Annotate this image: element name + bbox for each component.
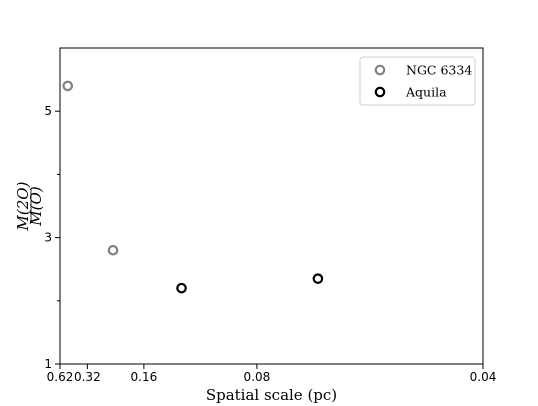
y-axis: 1 3 5 [44, 104, 60, 371]
legend-marker-ngc6334 [374, 64, 386, 76]
x-tick-label-0-16: 0.16 [131, 370, 158, 384]
y-axis-label: M(2O) M(O) [14, 181, 45, 231]
data-points [62, 80, 324, 294]
x-axis-label: Spatial scale (pc) [206, 386, 337, 404]
legend-marker-aquila [374, 86, 386, 98]
plot-frame [59, 47, 484, 365]
y-axis-label-numerator: M(2O) [14, 181, 32, 231]
x-axis: 0.62 0.32 0.16 0.08 0.04 [47, 364, 497, 384]
x-tick-label-0-32: 0.32 [74, 370, 101, 384]
y-tick-label-3: 3 [44, 231, 52, 245]
x-tick-label-0-08: 0.08 [244, 370, 271, 384]
point-ngc-6334-1 [62, 80, 74, 92]
point-ngc-6334-2 [107, 244, 119, 256]
point-aquila-1 [176, 282, 187, 294]
legend-box [359, 56, 476, 106]
legend: NGC 6334 Aquila [359, 56, 476, 106]
y-tick-label-5: 5 [44, 104, 52, 118]
y-axis-label-denominator: M(O) [27, 186, 45, 227]
y-tick-label-1: 1 [44, 357, 52, 371]
point-aquila-2 [312, 273, 324, 284]
legend-label-aquila: Aquila [405, 85, 447, 100]
legend-label-ngc6334: NGC 6334 [406, 63, 472, 78]
x-tick-label-0-62: 0.62 [47, 370, 74, 384]
x-tick-label-0-04: 0.04 [470, 370, 497, 384]
